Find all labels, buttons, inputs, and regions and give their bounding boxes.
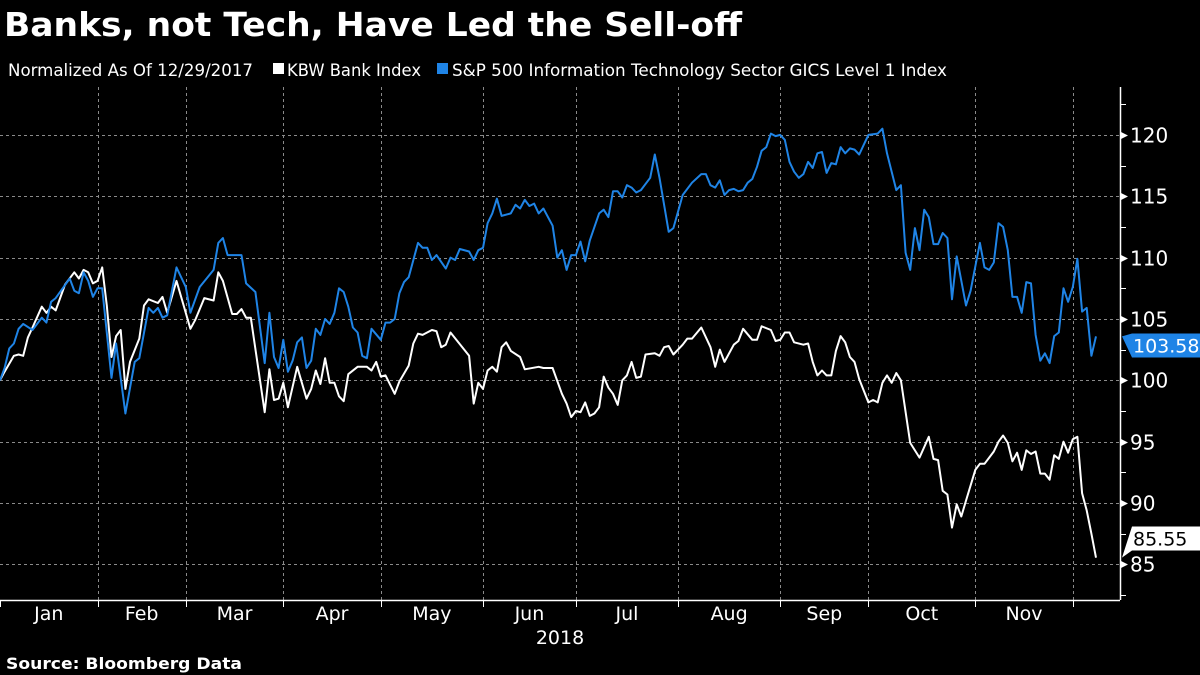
source-note: Source: Bloomberg Data	[6, 654, 242, 673]
y-tick-marker	[1120, 376, 1128, 385]
x-axis-year-label: 2018	[536, 627, 584, 649]
x-month-label: Apr	[316, 603, 349, 625]
x-month-label: Oct	[905, 603, 938, 625]
last-value-label: 103.58	[1133, 336, 1199, 358]
y-tick-label: 90	[1130, 492, 1155, 516]
legend-label-tech: S&P 500 Information Technology Sector GI…	[452, 61, 947, 80]
legend: Normalized As Of 12/29/2017 KBW Bank Ind…	[8, 61, 947, 80]
y-tick-label: 95	[1130, 431, 1155, 455]
y-tick-marker	[1120, 315, 1128, 324]
legend-swatch-tech	[437, 63, 448, 74]
x-month-label: Nov	[1005, 603, 1042, 625]
series-lines	[0, 127, 1097, 558]
legend-label-kbw: KBW Bank Index	[287, 61, 421, 80]
y-tick-label: 120	[1130, 124, 1168, 148]
series-line-sp500-tech	[0, 127, 1097, 415]
x-month-label: Mar	[217, 603, 253, 625]
y-tick-marker	[1120, 192, 1128, 201]
y-tick-label: 110	[1130, 247, 1168, 271]
y-tick-label: 100	[1130, 369, 1168, 393]
x-month-label: Jul	[614, 603, 638, 625]
x-month-label: Jan	[33, 603, 63, 625]
legend-swatch-kbw	[273, 63, 284, 74]
chart-title: Banks, not Tech, Have Led the Sell-off	[4, 5, 743, 44]
last-value-tag-tech	[1122, 333, 1200, 358]
y-tick-marker	[1120, 438, 1128, 447]
last-value-label: 85.55	[1133, 529, 1187, 551]
x-month-label: May	[412, 603, 451, 625]
last-value-tag-kbw	[1122, 526, 1200, 558]
y-tick-label: 85	[1130, 553, 1155, 577]
y-tick-marker	[1120, 254, 1128, 263]
y-tick-label: 105	[1130, 308, 1168, 332]
y-tick-marker	[1120, 499, 1128, 508]
gridlines	[0, 87, 1120, 600]
last-value-tags: 85.55 103.58	[1122, 333, 1200, 558]
y-tick-marker	[1120, 131, 1128, 140]
y-tick-label: 115	[1130, 185, 1168, 209]
axes: 85 90 95 100 105 110 115 120 Jan Feb Mar Apr May Jun J…	[0, 87, 1168, 625]
x-month-label: Jun	[514, 603, 545, 625]
legend-note: Normalized As Of 12/29/2017	[8, 61, 253, 80]
x-month-label: Aug	[711, 603, 748, 625]
x-month-label: Sep	[806, 603, 842, 625]
x-month-label: Feb	[125, 603, 159, 625]
y-tick-marker	[1120, 560, 1128, 569]
